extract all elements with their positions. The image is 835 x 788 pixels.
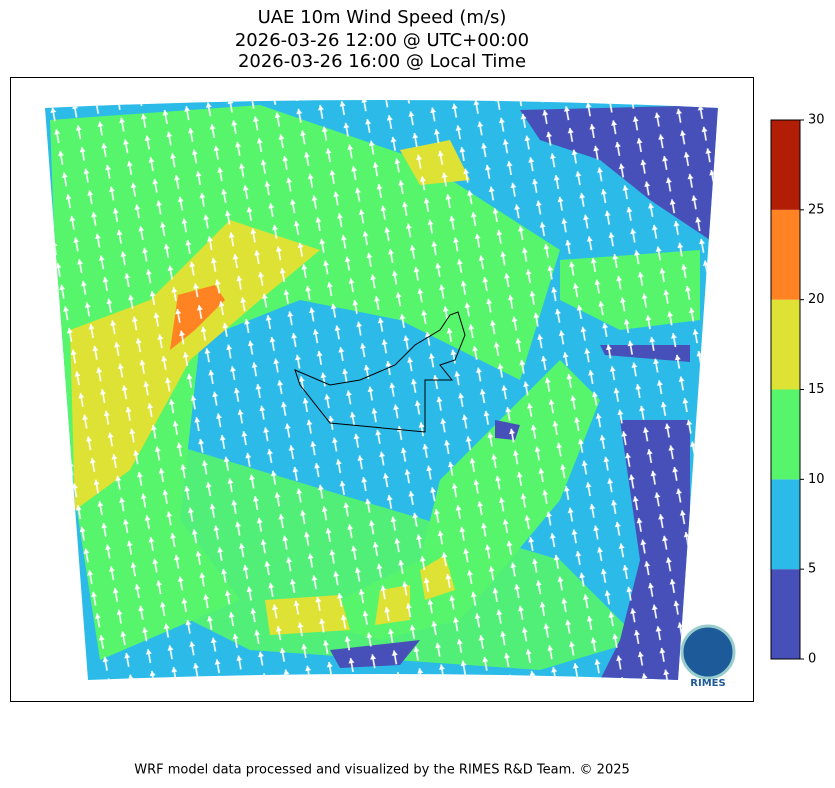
map-frame [10,77,754,702]
colorbar-tick-label: 5 [808,562,816,577]
colorbar-segment [771,299,800,390]
colorbar: 0 5 10 15 20 25 30 [770,113,825,667]
colorbar-segment [771,479,800,570]
country-outline [294,311,466,433]
logo-text: RIMES [690,678,725,689]
footer: WRF model data processed and visualized … [134,763,630,778]
title-line: 2026-03-26 16:00 @ Local Time [238,51,526,72]
colorbar-tick-label: 30 [808,113,825,128]
wind-field [45,100,718,680]
colorbar-tick-label: 10 [808,472,825,487]
colorbar-tick-label: 20 [808,292,825,307]
colorbar-tick-label: 15 [808,382,825,397]
colorbar-segment [771,209,800,300]
title-line: 2026-03-26 12:00 @ UTC+00:00 [235,30,529,51]
colorbar-tick-label: 0 [808,652,816,667]
colorbar-segment [771,389,800,480]
colorbar-segment [771,120,800,210]
logo: RIMES [680,624,736,689]
title-line: UAE 10m Wind Speed (m/s) [258,7,507,28]
colorbar-segment [771,569,800,659]
colorbar-tick-label: 25 [808,202,825,217]
